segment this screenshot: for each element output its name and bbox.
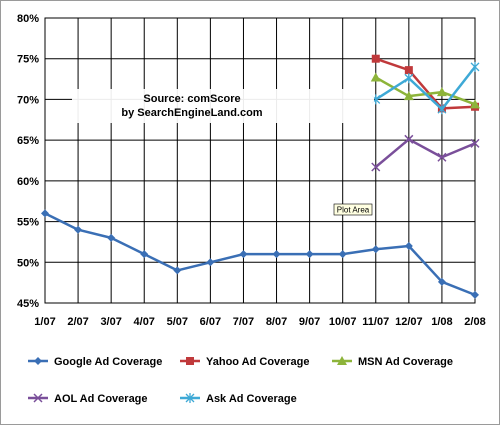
data-point-google-ad-coverage xyxy=(437,277,446,286)
legend-item-yahoo-ad-coverage: Yahoo Ad Coverage xyxy=(180,356,310,368)
series-google-ad-coverage xyxy=(41,209,479,299)
legend-label-msn-ad-coverage: MSN Ad Coverage xyxy=(358,356,453,368)
source-annotation-box xyxy=(72,89,374,123)
legend-swatch-marker xyxy=(33,393,43,403)
data-point-google-ad-coverage xyxy=(206,258,215,267)
legend-item-google-ad-coverage: Google Ad Coverage xyxy=(28,356,162,368)
series-line-yahoo-ad-coverage xyxy=(375,57,476,110)
legend-item-aol-ad-coverage: AOL Ad Coverage xyxy=(28,393,148,405)
source-line-1: Source: comScore xyxy=(143,93,240,105)
x-tick-label: 3/07 xyxy=(100,316,121,328)
y-tick-label: 55% xyxy=(17,217,39,229)
data-point-msn-ad-coverage xyxy=(436,87,447,97)
data-point-ask-ad-coverage xyxy=(404,73,414,84)
data-point-yahoo-ad-coverage xyxy=(404,66,413,75)
data-point-aol-ad-coverage xyxy=(404,134,414,144)
legend-label-google-ad-coverage: Google Ad Coverage xyxy=(54,356,162,368)
legend-item-ask-ad-coverage: Ask Ad Coverage xyxy=(180,393,297,405)
y-tick-label: 70% xyxy=(17,94,39,106)
data-point-google-ad-coverage xyxy=(272,250,281,259)
tooltip-label: Plot Area xyxy=(337,206,370,215)
data-point-google-ad-coverage xyxy=(338,250,347,259)
data-point-ask-ad-coverage xyxy=(437,104,447,115)
data-point-google-ad-coverage xyxy=(404,242,413,250)
legend: Google Ad Coverage Yahoo Ad Coverage MSN A… xyxy=(28,356,453,405)
legend-swatch-marker xyxy=(185,393,195,403)
data-point-ask-ad-coverage xyxy=(470,61,480,72)
data-point-google-ad-coverage xyxy=(371,245,380,254)
data-point-msn-ad-coverage xyxy=(470,99,480,109)
series-line-ask-ad-coverage xyxy=(375,66,476,111)
data-point-google-ad-coverage xyxy=(173,266,182,275)
legend-label-ask-ad-coverage: Ask Ad Coverage xyxy=(206,393,297,405)
y-tick-label: 75% xyxy=(17,54,39,66)
series-line-google-ad-coverage xyxy=(44,212,476,297)
data-point-msn-ad-coverage xyxy=(403,91,414,101)
data-point-google-ad-coverage xyxy=(74,225,83,234)
y-tick-label: 50% xyxy=(17,257,39,269)
x-tick-label: 10/07 xyxy=(329,316,357,328)
x-tick-label: 8/07 xyxy=(266,316,287,328)
y-tick-labels: 45% 50% 55% 60% 65% 70% 75% 80% xyxy=(17,13,39,310)
data-point-google-ad-coverage xyxy=(140,250,149,259)
plot-area-border xyxy=(44,17,476,304)
x-tick-label: 12/07 xyxy=(395,316,423,328)
x-tick-label: 7/07 xyxy=(233,316,254,328)
data-point-google-ad-coverage xyxy=(471,290,479,299)
source-line-2: by SearchEngineLand.com xyxy=(121,107,262,119)
plot-area-tooltip: Plot Area xyxy=(333,203,373,216)
legend-swatch-marker xyxy=(337,356,347,365)
tooltip-box xyxy=(333,203,373,216)
source-annotation: Source: comScore by SearchEngineLand.com xyxy=(72,89,374,123)
data-point-aol-ad-coverage xyxy=(371,162,381,172)
grid-lines xyxy=(44,17,476,304)
series-aol-ad-coverage xyxy=(371,134,480,172)
data-point-msn-ad-coverage xyxy=(370,72,381,82)
x-tick-label: 2/08 xyxy=(464,316,485,328)
x-tick-label: 6/07 xyxy=(200,316,221,328)
y-tick-label: 45% xyxy=(17,298,39,310)
x-tick-labels: 1/07 2/07 3/07 4/07 5/07 6/07 7/07 8/07 9/07 10/0… xyxy=(34,316,485,328)
y-tick-label: 80% xyxy=(17,13,39,25)
series-line-aol-ad-coverage xyxy=(374,138,476,168)
data-point-google-ad-coverage xyxy=(239,250,248,259)
x-tick-label: 2/07 xyxy=(67,316,88,328)
data-point-google-ad-coverage xyxy=(305,250,314,259)
data-point-yahoo-ad-coverage xyxy=(371,54,380,63)
x-tick-label: 5/07 xyxy=(167,316,188,328)
legend-label-aol-ad-coverage: AOL Ad Coverage xyxy=(54,393,148,405)
data-point-google-ad-coverage xyxy=(107,233,116,242)
x-tick-label: 1/07 xyxy=(34,316,55,328)
data-point-aol-ad-coverage xyxy=(437,152,447,162)
x-tick-label: 1/08 xyxy=(431,316,452,328)
series-group xyxy=(41,54,480,299)
legend-swatch-marker xyxy=(186,357,194,365)
y-tick-label: 65% xyxy=(17,135,39,147)
data-point-google-ad-coverage xyxy=(41,209,49,218)
x-tick-label: 11/07 xyxy=(362,316,389,328)
x-tick-label: 4/07 xyxy=(134,316,155,328)
x-tick-label: 9/07 xyxy=(299,316,320,328)
legend-swatch-marker xyxy=(34,357,42,365)
legend-item-msn-ad-coverage: MSN Ad Coverage xyxy=(332,356,453,368)
y-tick-label: 60% xyxy=(17,176,39,188)
data-point-aol-ad-coverage xyxy=(470,138,480,148)
legend-label-yahoo-ad-coverage: Yahoo Ad Coverage xyxy=(206,356,310,368)
